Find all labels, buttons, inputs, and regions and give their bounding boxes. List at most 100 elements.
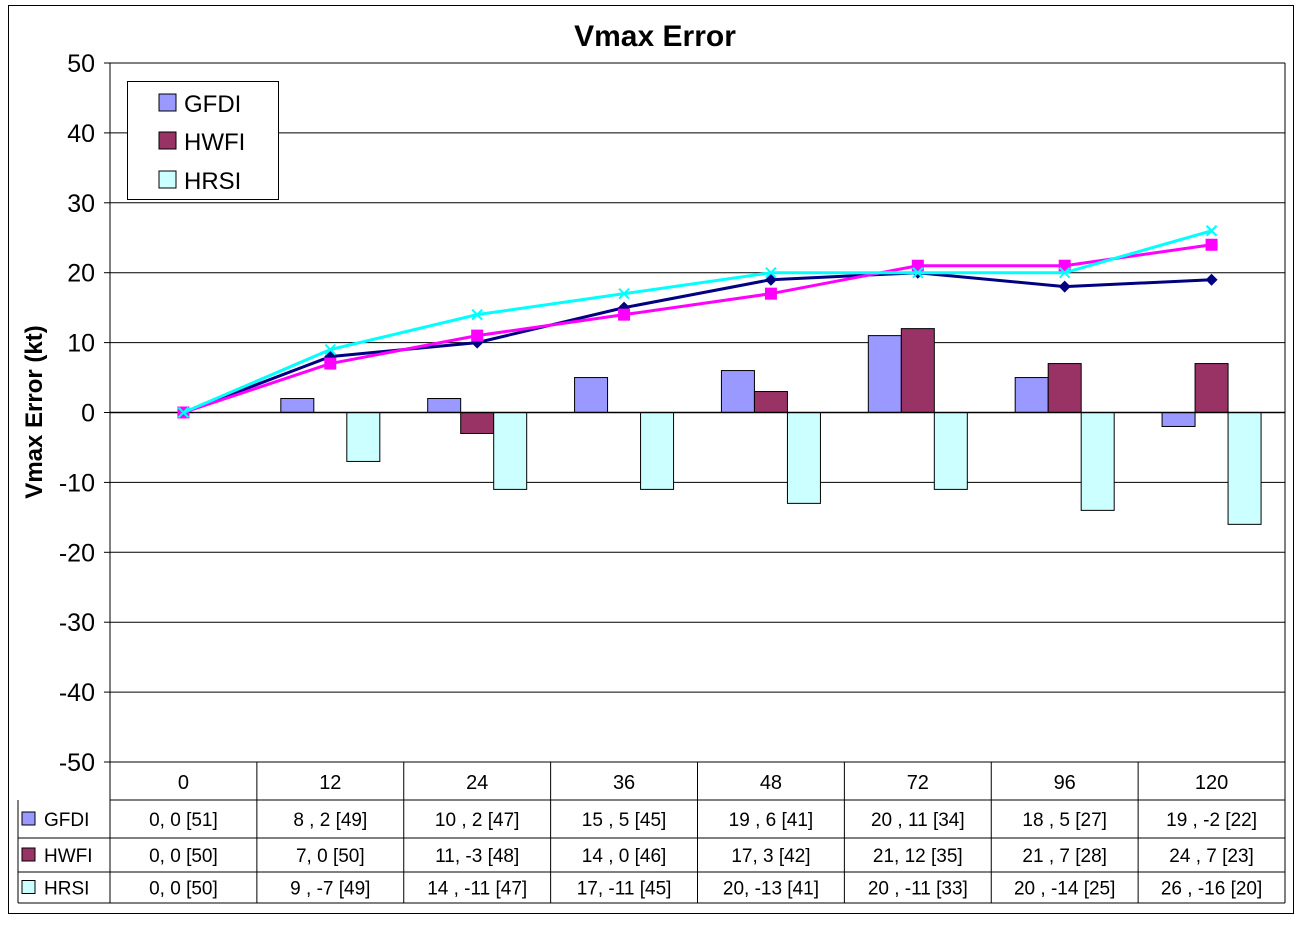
- y-tick-labels: 50 40 30 20 10 0 -10 -20 -30 -40 -50: [59, 50, 95, 777]
- legend-swatch: [158, 131, 177, 150]
- legend-label: HWFI: [184, 129, 245, 156]
- bar-hrsi: [786, 412, 821, 504]
- x-tick-label: 96: [1054, 772, 1076, 794]
- line-marker-diamond: [1058, 280, 1071, 293]
- table-cell: 18 , 5 [27]: [1022, 810, 1107, 831]
- table-cell: 0, 0 [50]: [149, 846, 218, 867]
- table-cell: 20 , -11 [33]: [868, 879, 968, 900]
- y-tick-label: 0: [81, 400, 95, 428]
- bar-hrsi: [1227, 412, 1262, 525]
- gridlines: [104, 62, 1286, 763]
- bar-hrsi: [493, 412, 528, 490]
- bar-hrsi: [346, 412, 381, 462]
- line-series-3: [182, 229, 1212, 414]
- line-marker-square: [618, 308, 631, 321]
- table-cell: 14 , -11 [47]: [427, 879, 527, 900]
- y-tick-label: -20: [59, 539, 95, 567]
- line-marker-x: [912, 266, 924, 279]
- line-marker-x: [471, 308, 483, 321]
- bar-gfdi: [720, 370, 755, 413]
- table-cell: 20 , 11 [34]: [871, 810, 965, 831]
- table-cell: 17, 3 [42]: [731, 846, 810, 867]
- line-marker-x-stroke: [471, 308, 483, 321]
- x-tick-label: 120: [1195, 772, 1228, 794]
- y-axis-label: Vmax Error (kt): [21, 325, 48, 498]
- bar-gfdi: [867, 335, 902, 413]
- table-row-label: HWFI: [44, 846, 93, 867]
- data-table: 0 12 24 36 48 72 96 120 GFDI 0, 0 [51] 8 , 2 [49] 1…: [17, 761, 1286, 904]
- table-cell: 20, -13 [41]: [723, 879, 819, 900]
- y-tick-label: -10: [59, 469, 95, 497]
- x-tick-label: 0: [178, 772, 189, 794]
- bar-gfdi: [574, 377, 609, 413]
- bar-hwfi: [753, 391, 788, 413]
- table-row-label: HRSI: [44, 879, 89, 900]
- line-marker-x-stroke: [618, 287, 630, 300]
- x-tick-label: 12: [319, 772, 341, 794]
- table-legend-swatch: [21, 847, 36, 862]
- bar-gfdi: [1161, 412, 1196, 427]
- legend-swatch: [158, 170, 177, 189]
- table-legend-swatch: [21, 811, 36, 826]
- table-legend-swatch: [21, 880, 36, 894]
- table-cell: 26 , -16 [20]: [1161, 879, 1262, 900]
- x-tick-label: 36: [613, 772, 635, 794]
- bar-hrsi: [1080, 412, 1115, 511]
- table-cell: 11, -3 [48]: [435, 846, 519, 867]
- table-cell: 21 , 7 [28]: [1022, 846, 1107, 867]
- line-marker-x: [177, 406, 190, 419]
- table-row-label: GFDI: [44, 810, 89, 831]
- line-marker-x: [1058, 266, 1071, 279]
- table-cell: 19 , -2 [22]: [1166, 810, 1257, 831]
- bar-gfdi: [427, 398, 462, 413]
- line-marker-square: [324, 357, 337, 370]
- y-tick-label: 20: [67, 260, 95, 288]
- table-cell: 20 , -14 [25]: [1014, 879, 1115, 900]
- line-marker-x-stroke: [177, 406, 190, 419]
- legend-box: [127, 81, 279, 200]
- table-cell: 0, 0 [50]: [149, 879, 218, 900]
- table-cell: 14 , 0 [46]: [582, 846, 667, 867]
- bar-hrsi: [933, 412, 968, 490]
- table-cell: 0, 0 [51]: [149, 810, 218, 831]
- y-tick-label: 10: [67, 330, 95, 358]
- line-marker-diamond: [1205, 273, 1218, 286]
- y-tick-label: -40: [59, 679, 95, 707]
- x-tick-label: 48: [760, 772, 782, 794]
- line-marker-x: [1205, 225, 1218, 237]
- table-cell: 24 , 7 [23]: [1169, 846, 1254, 867]
- y-tick-label: -50: [59, 749, 95, 777]
- bar-hwfi: [1047, 363, 1082, 414]
- bar-hwfi: [460, 412, 495, 434]
- line-marker-x-stroke: [912, 266, 924, 279]
- line-series-1: [182, 271, 1212, 414]
- table-cell: 17, -11 [45]: [577, 879, 672, 900]
- bar-hwfi: [900, 328, 935, 413]
- bar-gfdi: [280, 398, 315, 413]
- bar-hwfi: [1194, 363, 1229, 414]
- table-cell: 9 , -7 [49]: [290, 879, 370, 900]
- bar-hrsi: [640, 412, 675, 490]
- x-tick-label: 24: [466, 772, 488, 794]
- line-marker-x: [324, 343, 337, 356]
- legend-swatch: [158, 93, 177, 112]
- table-cell: 19 , 6 [41]: [729, 810, 814, 831]
- table-cell: 7, 0 [50]: [296, 846, 365, 867]
- chart-title: Vmax Error: [574, 20, 736, 53]
- y-tick-label: 50: [67, 50, 95, 78]
- line-marker-x-stroke: [324, 343, 337, 356]
- table-cell: 10 , 2 [47]: [435, 810, 520, 831]
- bars: [110, 328, 1285, 525]
- line-marker-square: [764, 287, 777, 300]
- series-lines: [177, 225, 1218, 419]
- line-marker-x: [765, 266, 777, 279]
- y-tick-label: 40: [67, 120, 95, 148]
- table-cell: 15 , 5 [45]: [582, 810, 667, 831]
- line-marker-square: [471, 329, 484, 342]
- legend-label: HRSI: [184, 168, 241, 195]
- y-tick-label: 30: [67, 190, 95, 218]
- table-cell: 8 , 2 [49]: [293, 810, 367, 831]
- bar-gfdi: [1014, 377, 1049, 413]
